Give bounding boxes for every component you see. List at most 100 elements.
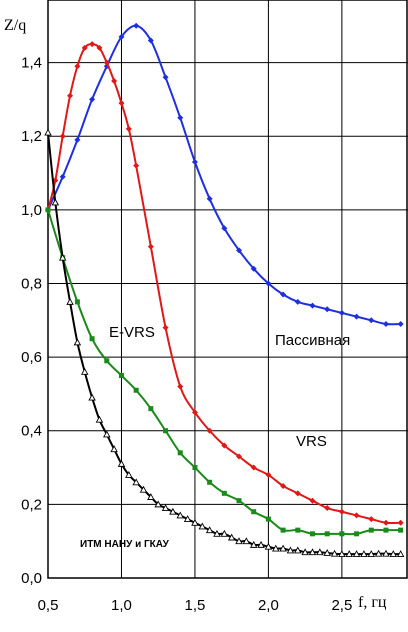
data-point <box>103 430 111 438</box>
data-point <box>249 540 258 548</box>
data-point <box>345 550 353 558</box>
data-point <box>265 516 271 522</box>
label-passive: Пассивная <box>275 332 350 349</box>
data-point <box>227 533 236 541</box>
data-point <box>133 22 140 29</box>
data-point <box>236 453 243 460</box>
data-point <box>111 77 118 84</box>
data-point <box>220 529 229 537</box>
data-point <box>44 128 52 136</box>
data-point <box>354 531 360 537</box>
data-point <box>207 479 213 485</box>
data-point <box>382 320 389 327</box>
data-point <box>177 450 183 456</box>
data-point <box>81 44 88 51</box>
data-point <box>51 198 60 206</box>
data-point <box>125 470 133 478</box>
series-2 <box>45 41 404 526</box>
data-point <box>286 546 295 554</box>
data-point <box>162 74 169 81</box>
data-point <box>125 125 132 132</box>
data-point <box>80 367 89 375</box>
data-point <box>301 548 309 556</box>
data-point <box>251 509 257 515</box>
data-point <box>324 306 331 313</box>
data-point <box>338 309 345 316</box>
data-point <box>280 482 287 489</box>
x-tick-label: 2,5 <box>331 597 352 614</box>
data-point <box>257 540 265 548</box>
data-point <box>235 537 243 545</box>
data-point <box>309 531 315 537</box>
data-point <box>139 485 148 493</box>
data-point <box>58 253 67 261</box>
data-point <box>177 114 184 121</box>
data-point <box>177 383 184 390</box>
data-point <box>221 442 228 449</box>
series-1 <box>45 22 404 327</box>
data-point <box>133 162 140 169</box>
data-point <box>206 195 213 202</box>
data-point <box>183 515 192 523</box>
data-point <box>264 542 273 550</box>
data-point <box>162 324 169 331</box>
data-point <box>169 507 177 515</box>
data-point <box>330 549 339 557</box>
data-point <box>389 550 398 558</box>
y-tick-label: 1,2 <box>21 128 42 145</box>
data-point <box>45 207 51 213</box>
data-point <box>206 427 213 434</box>
y-tick-label: 0,0 <box>21 570 42 587</box>
data-point <box>316 548 324 556</box>
data-point <box>280 291 287 298</box>
data-point <box>353 313 360 320</box>
data-point <box>191 158 198 165</box>
grid-lines <box>47 0 408 579</box>
data-point <box>89 336 95 342</box>
data-point <box>323 549 331 556</box>
data-point <box>59 133 66 140</box>
data-point <box>368 527 374 533</box>
y-axis-label: Z/q <box>4 17 26 34</box>
data-point <box>236 498 242 504</box>
series-line <box>47 24 401 326</box>
data-point <box>397 519 404 526</box>
x-tick-label: 2,0 <box>258 597 279 614</box>
data-point <box>74 136 81 143</box>
data-point <box>67 92 74 99</box>
data-point <box>147 493 155 500</box>
data-point <box>279 544 287 552</box>
data-point <box>294 298 301 305</box>
data-point <box>265 471 272 478</box>
data-point <box>309 497 316 504</box>
series-line <box>47 209 401 536</box>
data-point <box>74 63 81 70</box>
data-point <box>133 387 139 393</box>
y-tick-label: 1,0 <box>21 202 42 219</box>
data-point <box>205 526 214 534</box>
data-point <box>368 516 375 523</box>
data-point <box>396 550 405 558</box>
data-point <box>250 464 257 471</box>
label-itm: ИТМ НАНУ и ГКАУ <box>80 539 170 550</box>
data-point <box>89 41 96 48</box>
data-point <box>221 225 228 232</box>
data-point <box>271 544 280 552</box>
data-point <box>213 529 221 537</box>
plot-frame <box>47 0 408 579</box>
y-tick-label: 0,2 <box>21 496 42 513</box>
data-point <box>367 550 376 558</box>
data-point <box>163 428 169 434</box>
data-point <box>324 531 330 537</box>
data-point <box>147 37 154 44</box>
x-tick-label: 1,0 <box>111 597 132 614</box>
data-point <box>250 265 257 272</box>
data-point <box>147 243 154 250</box>
data-point <box>191 409 198 416</box>
data-point <box>132 478 140 486</box>
data-point <box>339 531 345 537</box>
y-tick-label: 0,6 <box>21 349 42 366</box>
data-point <box>95 415 104 423</box>
label-vrs: VRS <box>296 433 327 450</box>
data-point <box>382 549 390 557</box>
